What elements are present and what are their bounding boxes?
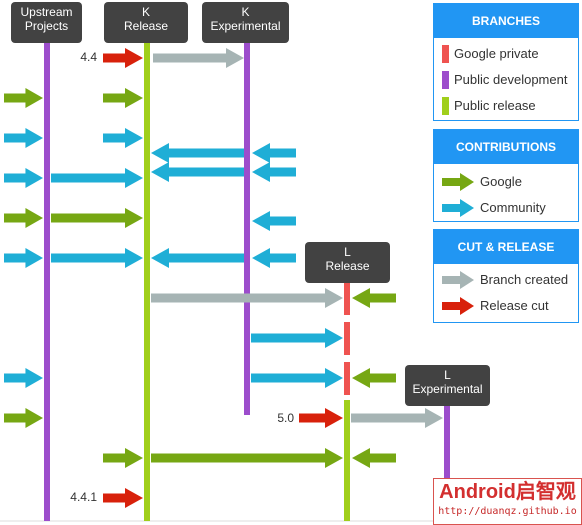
legend-item-community: Community xyxy=(434,195,578,221)
header-l-experimental-line1: L xyxy=(444,368,451,382)
l-release-public-line xyxy=(344,400,350,521)
branch-created-arrow-k-experimental xyxy=(153,48,244,68)
watermark-url: http://duanqz.github.io xyxy=(438,506,577,517)
community-arrow xyxy=(251,368,343,388)
header-upstream-line1: Upstream xyxy=(20,5,73,19)
google-arrow xyxy=(352,368,396,388)
community-arrow xyxy=(51,168,143,188)
legend-item-label: Branch created xyxy=(480,272,569,287)
header-k-experimental-line1: K xyxy=(241,5,250,19)
legend-item-branch-created: Branch created xyxy=(434,267,578,293)
google-arrow-icon xyxy=(442,173,474,191)
google-arrow xyxy=(352,448,396,468)
branch-created-arrow-l-release xyxy=(151,288,343,308)
header-l-experimental: L Experimental xyxy=(405,365,490,406)
google-arrow xyxy=(4,88,43,108)
community-arrow xyxy=(151,143,244,163)
legend-item-label: Community xyxy=(480,200,546,215)
release-cut-arrow-5-0 xyxy=(299,408,343,428)
community-arrow xyxy=(252,248,296,268)
release-cut-arrow-4-4 xyxy=(103,48,143,68)
google-arrow xyxy=(51,208,143,228)
legend-item-public-development: Public development xyxy=(434,67,578,93)
branch-created-arrow-icon xyxy=(442,271,474,289)
header-l-experimental-line2: Experimental xyxy=(412,382,483,396)
legend-branches-title: BRANCHES xyxy=(434,4,578,38)
public-development-swatch xyxy=(442,71,449,89)
legend-contributions: CONTRIBUTIONS Google Community xyxy=(433,129,579,222)
legend-cut-release-title: CUT & RELEASE xyxy=(434,230,578,264)
community-arrow xyxy=(4,168,43,188)
release-cut-arrow-4-4-1 xyxy=(103,488,143,508)
legend-item-label: Google xyxy=(480,174,522,189)
header-upstream-line2: Projects xyxy=(24,19,69,33)
version-label-4-4-1: 4.4.1 xyxy=(70,490,97,504)
community-arrow xyxy=(103,128,143,148)
community-arrow xyxy=(151,248,244,268)
legend-contributions-title: CONTRIBUTIONS xyxy=(434,130,578,164)
community-arrow xyxy=(4,368,43,388)
public-release-swatch xyxy=(442,97,449,115)
community-arrow xyxy=(252,211,296,231)
header-l-release-line1: L xyxy=(344,245,351,259)
l-release-private-line-segment xyxy=(344,322,350,355)
legend-item-label: Public release xyxy=(454,98,536,113)
legend-item-label: Public development xyxy=(454,72,568,87)
header-k-release: K Release xyxy=(104,2,188,43)
community-arrow xyxy=(4,248,43,268)
google-arrow xyxy=(352,288,396,308)
l-release-private-line-segment xyxy=(344,283,350,315)
watermark-title: Android启智观 xyxy=(439,481,576,503)
l-experimental-line xyxy=(444,406,450,521)
google-arrow xyxy=(103,88,143,108)
legend-item-label: Google private xyxy=(454,46,539,61)
k-experimental-line xyxy=(244,43,250,415)
google-arrow xyxy=(4,208,43,228)
legend-item-google-private: Google private xyxy=(434,41,578,67)
legend-item-label: Release cut xyxy=(480,298,549,313)
header-l-release-line2: Release xyxy=(325,259,370,273)
google-arrow xyxy=(4,408,43,428)
header-l-release: L Release xyxy=(305,242,390,283)
community-arrow xyxy=(4,128,43,148)
google-arrow xyxy=(151,448,343,468)
community-arrow xyxy=(151,162,244,182)
community-arrow xyxy=(51,248,143,268)
legend-item-public-release: Public release xyxy=(434,93,578,119)
upstream-projects-line xyxy=(44,43,50,521)
community-arrow xyxy=(252,143,296,163)
google-arrow xyxy=(103,448,143,468)
l-release-private-line-segment xyxy=(344,362,350,395)
community-arrow-icon xyxy=(442,199,474,217)
header-k-release-line1: K xyxy=(141,5,150,19)
community-arrow xyxy=(251,328,343,348)
community-arrow xyxy=(252,162,296,182)
google-private-swatch xyxy=(442,45,449,63)
header-k-experimental: K Experimental xyxy=(202,2,289,43)
legend-branches: BRANCHES Google private Public developme… xyxy=(433,3,579,121)
legend-item-google: Google xyxy=(434,169,578,195)
header-k-release-line2: Release xyxy=(123,19,169,33)
release-cut-arrow-icon xyxy=(442,297,474,315)
header-upstream-projects: Upstream Projects xyxy=(11,2,82,43)
version-label-5-0: 5.0 xyxy=(277,411,294,425)
legend-cut-release: CUT & RELEASE Branch created Release cut xyxy=(433,229,579,323)
watermark-logo: Android启智观 http://duanqz.github.io xyxy=(433,478,582,525)
version-label-4-4: 4.4 xyxy=(80,50,97,64)
legend-item-release-cut: Release cut xyxy=(434,293,578,319)
k-release-line xyxy=(144,43,150,521)
header-k-experimental-line2: Experimental xyxy=(210,19,281,33)
branch-created-arrow-l-experimental xyxy=(351,408,443,428)
